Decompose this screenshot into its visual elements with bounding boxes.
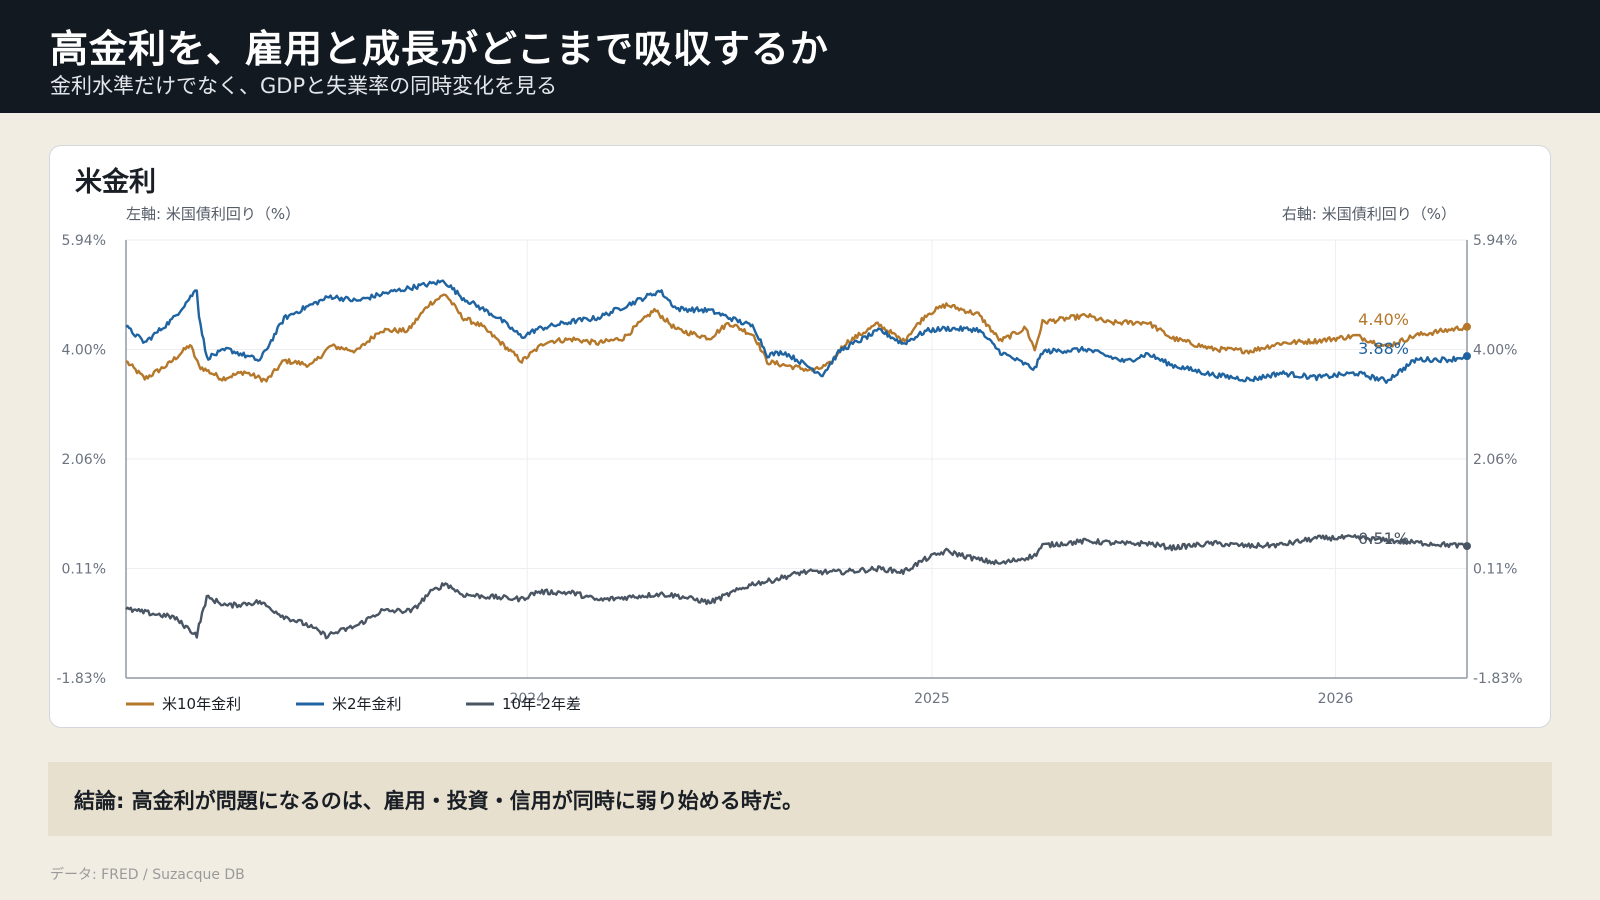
series-end-marker bbox=[1463, 352, 1471, 361]
series-line bbox=[125, 279, 1468, 384]
data-source: データ: FRED / Suzacque DB bbox=[50, 867, 245, 883]
y-tick-label-right: 5.94% bbox=[1473, 233, 1517, 249]
y-tick-label-left: 4.00% bbox=[62, 343, 106, 359]
x-tick-label: 2025 bbox=[914, 691, 950, 707]
series-end-label: 4.40% bbox=[1358, 310, 1409, 329]
page-subtitle: 金利水準だけでなく、GDPと失業率の同時変化を見る bbox=[50, 74, 558, 98]
series-layer: 4.40% 3.88% 0.51% bbox=[125, 279, 1471, 640]
conclusion-text: 結論: 高金利が問題になるのは、雇用・投資・信用が同時に弱り始める時だ。 bbox=[74, 789, 804, 813]
y-tick-label-left: 2.06% bbox=[62, 452, 106, 468]
right-axis-label: 右軸: 米国債利回り（%） bbox=[1282, 205, 1456, 223]
y-tick-label-left: 0.11% bbox=[62, 562, 106, 578]
series-end-label: 0.51% bbox=[1358, 529, 1409, 548]
series-end-marker bbox=[1463, 322, 1471, 331]
series-line bbox=[125, 293, 1468, 383]
page-header: 高金利を、雇用と成長がどこまで吸収するか 金利水準だけでなく、GDPと失業率の同… bbox=[0, 0, 1600, 113]
chart-card-title: 米金利 bbox=[75, 167, 156, 198]
series-end-label: 3.88% bbox=[1358, 339, 1409, 358]
y-tick-label-left: 5.94% bbox=[62, 233, 106, 249]
y-tick-label-right: 2.06% bbox=[1473, 452, 1517, 468]
y-tick-label-left: -1.83% bbox=[56, 671, 106, 687]
y-tick-label-right: -1.83% bbox=[1473, 671, 1523, 687]
left-axis-label: 左軸: 米国債利回り（%） bbox=[126, 205, 300, 223]
chart-legend: 米10年金利 米2年金利 10年-2年差 bbox=[126, 695, 581, 713]
series-line bbox=[125, 534, 1468, 640]
chart-grid: 5.94% 5.94% 4.00% 4.00% 2.06% 2.06% 0.11% 0.11%… bbox=[56, 233, 1522, 707]
y-tick-label-right: 0.11% bbox=[1473, 562, 1517, 578]
legend-label: 米10年金利 bbox=[162, 695, 241, 713]
series-end-marker bbox=[1463, 542, 1471, 551]
page-title: 高金利を、雇用と成長がどこまで吸収するか bbox=[50, 27, 829, 71]
y-tick-label-right: 4.00% bbox=[1473, 343, 1517, 359]
legend-label: 10年-2年差 bbox=[502, 695, 581, 713]
conclusion-box: 結論: 高金利が問題になるのは、雇用・投資・信用が同時に弱り始める時だ。 bbox=[48, 762, 1552, 836]
legend-label: 米2年金利 bbox=[332, 695, 402, 713]
x-tick-label: 2026 bbox=[1318, 691, 1354, 707]
chart-card bbox=[49, 145, 1551, 728]
x-tick-label: 2024 bbox=[509, 691, 545, 707]
